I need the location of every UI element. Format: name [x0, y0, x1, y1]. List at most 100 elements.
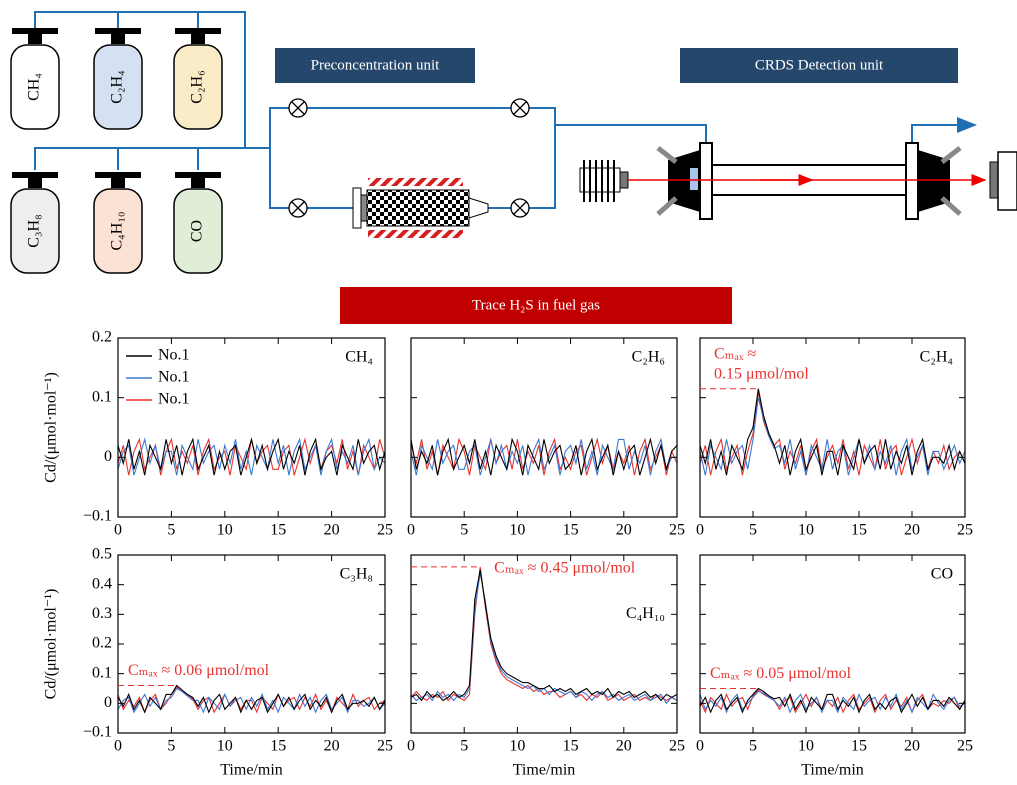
x-tick-label: 10	[217, 522, 233, 539]
series-line	[699, 391, 966, 476]
x-tick-label: 20	[324, 522, 340, 539]
x-tick-label: 0	[407, 522, 415, 539]
annotation: Cₘₐₓ ≈ 0.05 μmol/mol	[710, 665, 852, 682]
cylinder: C₂H₄	[93, 28, 143, 130]
x-tick-label: 15	[270, 522, 286, 539]
cylinder-label: CH₄	[26, 73, 43, 101]
annotation: Cₘₐₓ ≈ 0.45 μmol/mol	[494, 560, 636, 577]
trap	[366, 189, 470, 227]
legend-label: No.1	[158, 347, 190, 364]
plot-frame	[117, 337, 386, 518]
cylinder: CH₄	[10, 28, 60, 130]
y-tick-label: 0.3	[92, 605, 112, 622]
y-tick-label: 0	[104, 448, 112, 465]
unit-label: Preconcentration unit	[311, 57, 441, 73]
panel-label: C₄H₁₀	[626, 605, 665, 622]
series-line	[699, 397, 966, 476]
x-tick-label: 0	[696, 522, 704, 539]
x-axis-label: Time/min	[220, 762, 283, 779]
banner-text: Trace H₂S in fuel gas	[472, 297, 600, 313]
series-line	[410, 566, 678, 702]
banner	[340, 287, 732, 324]
x-tick-label: 0	[114, 522, 122, 539]
x-tick-label: 25	[957, 738, 973, 755]
unit-label: CRDS Detection unit	[755, 57, 884, 73]
x-tick-label: 5	[749, 522, 757, 539]
unit-box	[275, 48, 475, 83]
x-tick-label: 5	[167, 738, 175, 755]
panel-label: C₂H₄	[920, 349, 954, 366]
series-line	[117, 437, 386, 476]
annotation: Cₘₐₓ ≈	[714, 345, 757, 362]
y-axis-label: Cd/(μmol·mol⁻¹)	[43, 589, 60, 700]
x-tick-label: 5	[460, 522, 468, 539]
x-tick-label: 5	[749, 738, 757, 755]
plot-frame	[699, 337, 966, 518]
y-tick-label: −0.1	[83, 508, 112, 525]
plot-frame	[410, 337, 678, 518]
x-tick-label: 5	[167, 522, 175, 539]
x-tick-label: 20	[904, 522, 920, 539]
heater	[368, 230, 463, 238]
x-tick-label: 20	[904, 738, 920, 755]
x-tick-label: 10	[217, 738, 233, 755]
x-tick-label: 10	[798, 522, 814, 539]
x-tick-label: 10	[509, 522, 525, 539]
x-tick-label: 20	[616, 522, 632, 539]
x-tick-label: 15	[563, 522, 579, 539]
unit-box	[680, 48, 958, 83]
y-tick-label: 0.1	[92, 664, 112, 681]
y-axis-label: Cd/(μmol·mol⁻¹)	[43, 372, 60, 483]
crds: CRDS Detection unit	[579, 48, 1017, 220]
panel-label: C₂H₆	[632, 349, 665, 366]
x-tick-label: 25	[377, 522, 393, 539]
x-tick-label: 15	[270, 738, 286, 755]
y-tick-label: 0	[104, 694, 112, 711]
legend-label: No.1	[158, 369, 190, 386]
cylinder-label: C₂H₄	[109, 70, 126, 104]
gas-supply: CH₄ C₂H₄ C₂H₆ C₃H₈ C₄H₁₀ CO	[10, 11, 270, 274]
detector	[997, 151, 1017, 211]
x-tick-label: 15	[851, 738, 867, 755]
cylinder: CO	[173, 172, 223, 274]
annotation: Cₘₐₓ ≈ 0.06 μmol/mol	[128, 662, 270, 679]
series-line	[117, 687, 386, 714]
series-line	[410, 569, 678, 702]
x-tick-label: 25	[669, 738, 685, 755]
y-tick-label: 0.1	[92, 388, 112, 405]
x-axis-label: Time/min	[801, 762, 864, 779]
x-tick-label: 10	[798, 738, 814, 755]
x-tick-label: 25	[669, 522, 685, 539]
y-tick-label: 0.2	[92, 635, 112, 652]
series-line	[699, 689, 966, 714]
cylinder-label: CO	[189, 220, 206, 242]
cylinder-label: C₃H₈	[26, 214, 43, 247]
x-tick-label: 25	[957, 522, 973, 539]
series-line	[410, 437, 678, 476]
series-line	[410, 437, 678, 476]
x-tick-label: 15	[563, 738, 579, 755]
y-tick-label: 0.5	[92, 546, 112, 563]
heater	[368, 178, 463, 186]
x-axis-label: Time/min	[513, 762, 576, 779]
series-line	[410, 572, 678, 705]
series-line	[699, 388, 966, 476]
annotation: 0.15 μmol/mol	[714, 365, 809, 382]
x-tick-label: 0	[696, 738, 704, 755]
panel-label: CO	[931, 566, 953, 583]
y-tick-label: 0.4	[92, 575, 112, 592]
plot-frame	[410, 554, 678, 734]
x-tick-label: 20	[324, 738, 340, 755]
charts: 0 5 10 15 20 25−0.100.10.2Cd/(μmol·mol⁻¹)CH₄N…	[43, 329, 973, 779]
series-line	[117, 684, 386, 714]
x-tick-label: 15	[851, 522, 867, 539]
cylinder: C₄H₁₀	[93, 172, 143, 274]
cylinder: C₂H₆	[173, 28, 223, 130]
y-tick-label: −0.1	[83, 724, 112, 741]
fan	[579, 160, 629, 202]
panel-label: C₃H₈	[340, 566, 373, 583]
x-tick-label: 0	[114, 738, 122, 755]
series-line	[699, 687, 966, 714]
series-line	[410, 437, 677, 476]
